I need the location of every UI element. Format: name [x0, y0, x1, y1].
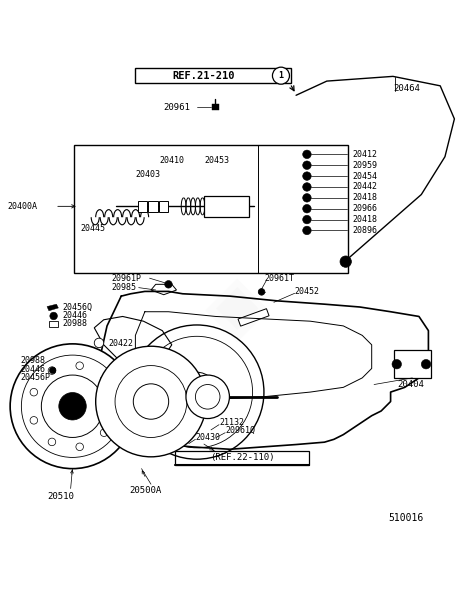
Text: 20446: 20446: [62, 312, 87, 321]
Text: ◆: ◆: [216, 281, 258, 335]
Text: (REF.22-110): (REF.22-110): [210, 453, 274, 462]
Bar: [138, 201, 147, 211]
Text: 20453: 20453: [205, 156, 230, 165]
Text: 20959: 20959: [353, 161, 378, 170]
Bar: [212, 104, 219, 110]
Polygon shape: [94, 316, 172, 364]
Text: 20961Q: 20961Q: [225, 426, 255, 435]
Text: 20456P: 20456P: [20, 373, 51, 382]
Circle shape: [76, 362, 83, 370]
Text: 20430: 20430: [195, 433, 220, 442]
Circle shape: [100, 376, 108, 383]
Text: 20961T: 20961T: [264, 273, 294, 282]
Circle shape: [59, 393, 86, 420]
Text: 20500A: 20500A: [129, 487, 162, 496]
Circle shape: [303, 172, 311, 180]
Circle shape: [164, 281, 172, 288]
Circle shape: [303, 216, 311, 224]
Circle shape: [303, 183, 311, 191]
Text: 20412: 20412: [353, 150, 378, 159]
Circle shape: [303, 193, 311, 202]
Text: 510016: 510016: [388, 513, 423, 523]
Text: 20404: 20404: [398, 380, 425, 389]
Text: 20445: 20445: [80, 224, 105, 233]
Circle shape: [96, 346, 206, 457]
Circle shape: [10, 344, 135, 469]
Text: 20961P: 20961P: [112, 273, 142, 282]
Text: 20896: 20896: [353, 226, 378, 235]
Circle shape: [76, 443, 83, 451]
Circle shape: [100, 429, 108, 436]
Polygon shape: [47, 304, 58, 311]
Text: 20403: 20403: [136, 170, 160, 179]
Circle shape: [30, 389, 37, 396]
Circle shape: [392, 359, 401, 369]
Text: 20961: 20961: [164, 103, 191, 112]
Text: 20418: 20418: [353, 193, 378, 202]
Circle shape: [48, 438, 56, 446]
Text: 20456Q: 20456Q: [62, 303, 92, 312]
Text: 20985: 20985: [112, 283, 137, 292]
Text: 20464: 20464: [393, 84, 420, 93]
Text: 20966: 20966: [353, 204, 378, 213]
Circle shape: [48, 367, 56, 374]
Bar: [136, 68, 292, 84]
Circle shape: [50, 312, 57, 320]
Text: 20422: 20422: [109, 339, 134, 349]
Polygon shape: [151, 284, 176, 295]
Circle shape: [340, 256, 351, 267]
Text: 20442: 20442: [353, 183, 378, 192]
Bar: [49, 321, 58, 327]
Bar: [148, 201, 157, 211]
Text: 1: 1: [278, 71, 283, 80]
Bar: [49, 358, 57, 364]
Polygon shape: [46, 374, 57, 381]
Text: REF.21-210: REF.21-210: [173, 70, 235, 81]
Circle shape: [186, 375, 229, 418]
Text: 21132: 21132: [219, 418, 244, 427]
Circle shape: [303, 204, 311, 213]
Circle shape: [258, 288, 265, 295]
Circle shape: [303, 226, 311, 235]
Text: ◆: ◆: [205, 267, 269, 349]
Circle shape: [30, 417, 37, 424]
Circle shape: [303, 150, 311, 159]
Text: 20988: 20988: [62, 319, 87, 328]
Text: 20410: 20410: [159, 156, 184, 165]
Circle shape: [303, 161, 311, 170]
Circle shape: [273, 67, 290, 84]
Bar: [174, 451, 310, 465]
Text: 20454: 20454: [353, 171, 378, 181]
Circle shape: [94, 338, 104, 347]
Text: 20988: 20988: [20, 356, 46, 365]
Bar: [74, 145, 348, 272]
Bar: [204, 196, 249, 217]
Text: 20400A: 20400A: [8, 202, 38, 211]
Circle shape: [49, 367, 56, 374]
Circle shape: [421, 359, 431, 369]
Text: 20452: 20452: [295, 287, 319, 296]
Bar: [199, 377, 217, 416]
Text: 20510: 20510: [47, 491, 74, 500]
Polygon shape: [238, 309, 269, 326]
Text: 20446: 20446: [20, 365, 46, 374]
Bar: [158, 201, 168, 211]
Circle shape: [110, 402, 118, 410]
Text: 20418: 20418: [353, 215, 378, 224]
Bar: [394, 350, 431, 378]
